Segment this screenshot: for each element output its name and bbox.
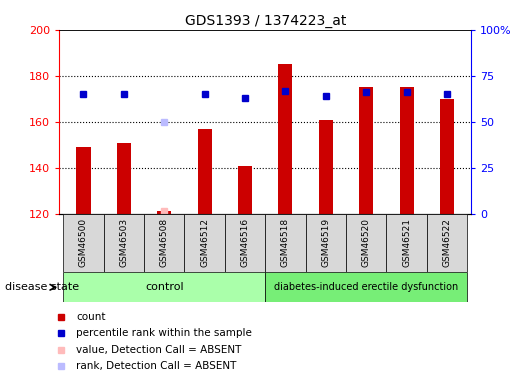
- Bar: [319, 120, 333, 214]
- Text: percentile rank within the sample: percentile rank within the sample: [76, 328, 252, 338]
- Bar: [157, 211, 171, 214]
- Bar: [278, 64, 293, 214]
- Bar: [104, 214, 144, 272]
- Text: value, Detection Call = ABSENT: value, Detection Call = ABSENT: [76, 345, 242, 355]
- Bar: [198, 129, 212, 214]
- Bar: [359, 87, 373, 214]
- Text: GSM46520: GSM46520: [362, 218, 371, 267]
- Text: control: control: [145, 282, 183, 292]
- Text: disease state: disease state: [5, 282, 79, 291]
- Text: GSM46503: GSM46503: [119, 218, 128, 267]
- Bar: [400, 87, 414, 214]
- Bar: [265, 214, 305, 272]
- Text: rank, Detection Call = ABSENT: rank, Detection Call = ABSENT: [76, 361, 237, 371]
- Bar: [225, 214, 265, 272]
- Bar: [427, 214, 467, 272]
- Text: GSM46519: GSM46519: [321, 218, 330, 267]
- Bar: [63, 214, 104, 272]
- Bar: [346, 214, 386, 272]
- Bar: [265, 272, 467, 302]
- Bar: [386, 214, 427, 272]
- Text: GSM46508: GSM46508: [160, 218, 169, 267]
- Bar: [305, 214, 346, 272]
- Text: GSM46521: GSM46521: [402, 218, 411, 267]
- Bar: [117, 142, 131, 214]
- Bar: [440, 99, 454, 214]
- Text: diabetes-induced erectile dysfunction: diabetes-induced erectile dysfunction: [274, 282, 458, 292]
- Bar: [76, 147, 91, 214]
- Text: count: count: [76, 312, 106, 322]
- Bar: [144, 214, 184, 272]
- Text: GSM46516: GSM46516: [241, 218, 250, 267]
- Text: GSM46522: GSM46522: [442, 218, 452, 267]
- Title: GDS1393 / 1374223_at: GDS1393 / 1374223_at: [184, 13, 346, 28]
- Text: GSM46518: GSM46518: [281, 218, 290, 267]
- Text: GSM46500: GSM46500: [79, 218, 88, 267]
- Bar: [63, 272, 265, 302]
- Bar: [238, 165, 252, 214]
- Bar: [184, 214, 225, 272]
- Text: GSM46512: GSM46512: [200, 218, 209, 267]
